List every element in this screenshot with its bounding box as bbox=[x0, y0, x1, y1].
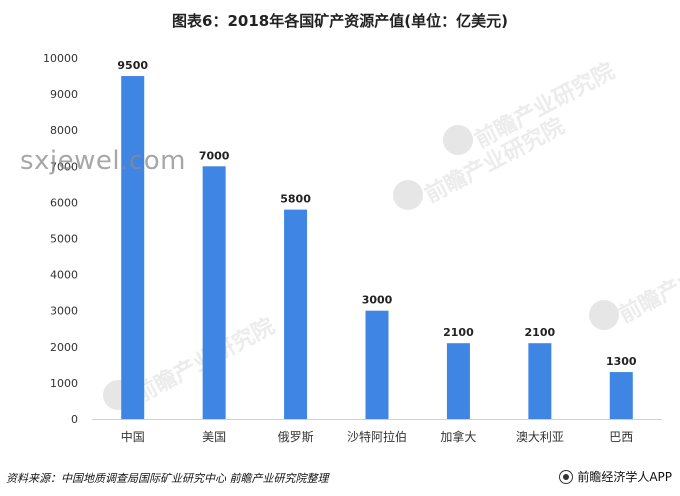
y-tick-label: 7000 bbox=[50, 160, 78, 173]
source-note: 资料来源：中国地质调查局国际矿业研究中心 前瞻产业研究院整理 bbox=[6, 472, 329, 485]
y-axis: 0 1000 2000 3000 4000 5000 6000 7000 8000 9000 100… bbox=[43, 52, 78, 426]
bar-series: 9500 7000 5800 3000 2100 2100 1300 bbox=[117, 59, 637, 420]
chart-title: 图表6：2018年各国矿产资源产值(单位：亿美元) bbox=[172, 12, 508, 30]
y-tick-label: 3000 bbox=[50, 305, 78, 318]
x-tick-label: 中国 bbox=[121, 429, 145, 444]
bar-value-label: 2100 bbox=[443, 326, 474, 339]
y-tick-label: 2000 bbox=[50, 341, 78, 354]
x-tick-label: 美国 bbox=[202, 430, 226, 444]
bar bbox=[528, 343, 552, 419]
x-axis: 中国 美国 俄罗斯 沙特阿拉伯 加拿大 澳大利亚 巴西 bbox=[92, 419, 662, 444]
y-tick-label: 4000 bbox=[50, 269, 78, 282]
brand-logo-icon bbox=[559, 469, 574, 484]
watermark-text: sxjewel.com bbox=[20, 146, 186, 176]
y-tick-label: 1000 bbox=[50, 377, 78, 390]
watermark-mark: 前瞻产业研究院 bbox=[589, 233, 680, 330]
bar-value-label: 1300 bbox=[606, 355, 637, 368]
x-tick-label: 俄罗斯 bbox=[278, 430, 314, 444]
svg-text:前瞻产业研究院: 前瞻产业研究院 bbox=[615, 233, 680, 328]
bar-value-label: 3000 bbox=[362, 294, 393, 307]
x-tick-label: 巴西 bbox=[609, 430, 633, 444]
y-tick-label: 8000 bbox=[50, 124, 78, 137]
bar bbox=[365, 310, 389, 419]
brand-footer: 前瞻经济学人APP bbox=[559, 468, 672, 485]
bar bbox=[121, 76, 145, 420]
y-tick-label: 10000 bbox=[43, 52, 78, 65]
x-tick-label: 加拿大 bbox=[440, 429, 476, 444]
x-tick-label: 澳大利亚 bbox=[516, 430, 564, 444]
y-tick-label: 6000 bbox=[50, 196, 78, 209]
brand-name: 前瞻经济学人APP bbox=[577, 470, 672, 484]
x-tick-label: 沙特阿拉伯 bbox=[347, 429, 407, 444]
watermark-layer: 前瞻产业研究院 前瞻产业研究院 前瞻产业研究院 前瞻产业研究院 bbox=[103, 58, 680, 410]
y-tick-label: 0 bbox=[71, 413, 78, 426]
bar-value-label: 2100 bbox=[525, 326, 556, 339]
y-tick-label: 5000 bbox=[50, 233, 78, 246]
bar bbox=[284, 209, 308, 419]
bar bbox=[609, 372, 633, 419]
bar-value-label: 9500 bbox=[117, 59, 148, 72]
bar-value-label: 5800 bbox=[280, 193, 311, 206]
bar-value-label: 7000 bbox=[199, 149, 230, 162]
bar bbox=[446, 343, 470, 419]
y-tick-label: 9000 bbox=[50, 88, 78, 101]
bar bbox=[202, 166, 226, 419]
